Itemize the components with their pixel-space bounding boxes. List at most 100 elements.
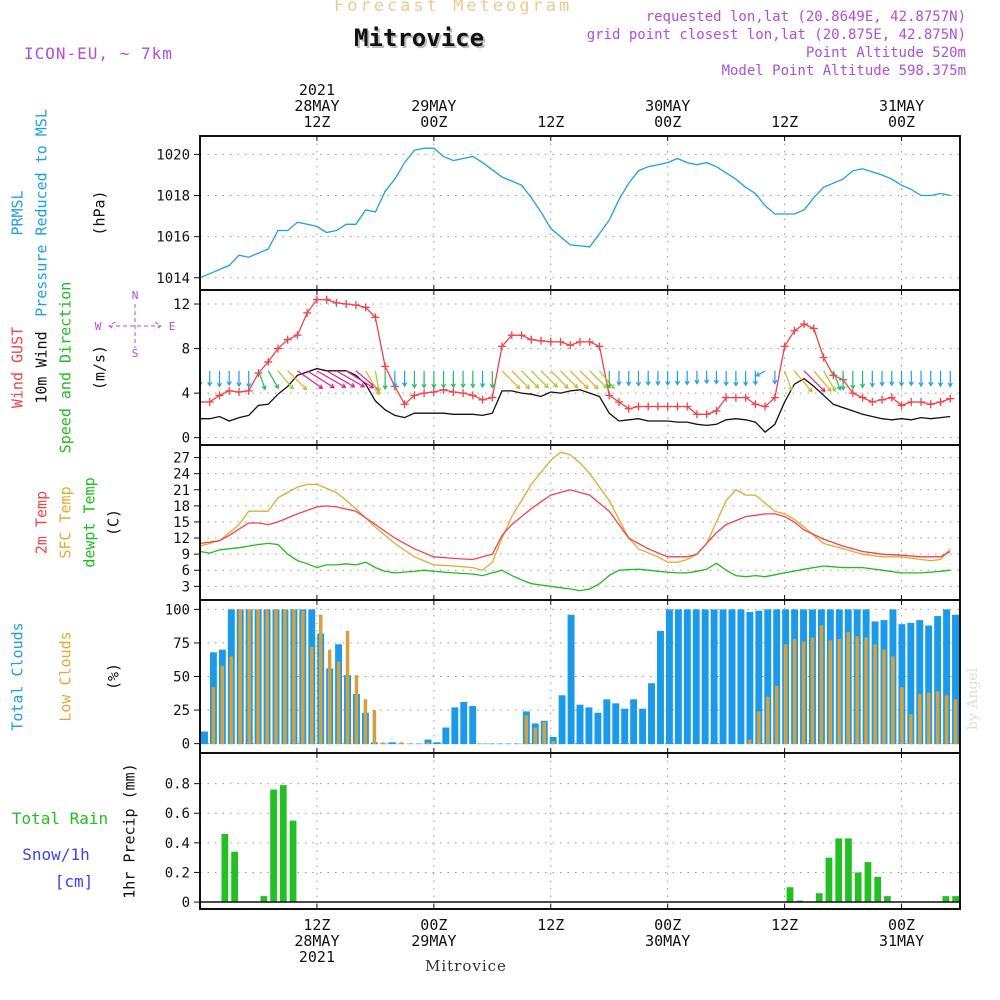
total-cloud-bar xyxy=(567,614,575,745)
bottom-time-label: 12Z xyxy=(303,916,330,934)
low-cloud-bar xyxy=(935,691,940,745)
panel-frame xyxy=(199,752,961,910)
wind-arrow-head xyxy=(375,387,382,393)
gust-marker xyxy=(829,371,838,380)
wind-arrow-head xyxy=(350,383,356,388)
wind-arrow-head xyxy=(369,383,375,389)
wind-arrow xyxy=(336,370,365,388)
y-tick-label: 1018 xyxy=(156,189,190,205)
low-cloud-bar xyxy=(327,649,332,745)
total-cloud-bar xyxy=(674,609,682,745)
compass-east: E xyxy=(169,320,176,333)
gust-marker xyxy=(556,337,565,346)
compass-west: W xyxy=(95,320,102,333)
rain-bar xyxy=(884,896,891,903)
plot-area xyxy=(200,295,955,433)
low-cloud-bar xyxy=(399,742,403,745)
series-line xyxy=(200,367,951,433)
low-cloud-bar xyxy=(256,609,260,745)
bottom-time-label: 2021 xyxy=(299,948,335,966)
gust-marker xyxy=(507,331,516,340)
gust-marker xyxy=(537,336,546,345)
total-cloud-bar xyxy=(898,624,906,745)
wind-arrow-head xyxy=(246,383,252,389)
wind-arrow-head xyxy=(583,384,589,390)
panel-axis-label: (%) xyxy=(105,663,123,690)
gust-marker xyxy=(332,298,341,307)
total-cloud-bar xyxy=(460,702,468,745)
gust-marker xyxy=(702,410,711,419)
gust-marker xyxy=(527,335,536,344)
wind-arrow xyxy=(530,370,549,388)
wind-arrow-head xyxy=(879,381,885,387)
wind-arrow-head xyxy=(207,381,213,387)
panel-axis-label: Pressure Reduced to MSL xyxy=(33,109,51,317)
wind-arrow-head xyxy=(665,381,671,387)
plot-area xyxy=(200,785,960,903)
low-cloud-bar xyxy=(926,692,931,745)
location-title: Mitrovice xyxy=(354,24,485,52)
y-tick-label: 6 xyxy=(182,563,190,579)
total-cloud-bar xyxy=(773,609,781,745)
gust-marker xyxy=(751,400,760,409)
panel-frame xyxy=(199,444,961,601)
wind-arrow-head xyxy=(869,382,875,388)
low-cloud-bar xyxy=(542,722,547,745)
y-tick-label: 0.2 xyxy=(165,865,190,881)
total-cloud-bar xyxy=(737,609,745,745)
low-cloud-bar xyxy=(909,714,913,745)
total-cloud-bar xyxy=(692,609,700,745)
wind-arrow-head xyxy=(382,385,388,391)
gust-marker xyxy=(858,393,867,402)
gust-marker xyxy=(946,394,955,403)
y-tick-label: 1014 xyxy=(156,271,190,287)
bottom-time-label: 30MAY xyxy=(645,932,690,950)
plot-area xyxy=(200,147,951,279)
product-title: Forecast Meteogram xyxy=(334,0,573,16)
y-tick-label: 100 xyxy=(165,602,190,618)
rain-bar xyxy=(864,862,872,903)
low-cloud-bar xyxy=(345,630,350,745)
gust-marker xyxy=(410,391,419,400)
gust-marker xyxy=(897,401,906,410)
low-cloud-bar xyxy=(873,644,877,745)
wind-arrow xyxy=(306,370,335,389)
wind-arrow-head xyxy=(772,379,778,385)
gust-marker xyxy=(878,395,887,404)
gridpoint-coordinates: grid point closest lon,lat (20.875E, 42.… xyxy=(586,27,966,43)
gust-marker xyxy=(653,402,662,411)
wind-arrow xyxy=(813,370,832,392)
precip-side-label: Total Rain xyxy=(12,809,108,828)
panel-pressure: 1014 1016 1018 1020 PRMSL Pressure Reduced to… xyxy=(9,109,961,317)
precip-side-label: [cm] xyxy=(55,872,94,891)
wind-arrow xyxy=(832,370,841,390)
wind-arrow-head xyxy=(755,372,761,377)
rain-bar xyxy=(260,896,268,903)
gust-marker xyxy=(400,400,409,409)
y-tick-label: 50 xyxy=(173,670,190,686)
y-tick-label: 1020 xyxy=(156,147,190,163)
top-time-label: 2021 xyxy=(299,81,335,99)
wind-arrow-head xyxy=(236,382,242,388)
low-cloud-bar xyxy=(292,609,296,745)
total-cloud-bar xyxy=(648,683,655,745)
gust-marker xyxy=(566,341,575,350)
gust-marker xyxy=(429,388,438,396)
gust-marker xyxy=(712,406,721,415)
total-cloud-bar xyxy=(505,743,512,745)
wind-arrow-head xyxy=(674,380,681,386)
rain-bar xyxy=(815,893,823,903)
plot-area xyxy=(201,609,959,745)
wind-arrow xyxy=(560,370,578,389)
gust-marker xyxy=(371,313,380,322)
wind-arrow xyxy=(326,370,355,388)
y-tick-label: 9 xyxy=(182,547,190,563)
panel-clouds: 0 25 50 75 100 Total Clouds Low Clouds (%) xyxy=(9,599,961,754)
bottom-time-label: 00Z xyxy=(654,916,681,934)
wind-arrow-head xyxy=(318,384,324,389)
wind-arrow-head xyxy=(274,384,279,390)
bottom-time-label: 31MAY xyxy=(879,932,924,950)
low-cloud-bar xyxy=(757,711,761,745)
total-cloud-bar xyxy=(746,612,754,745)
y-tick-label: 0.8 xyxy=(165,777,190,793)
